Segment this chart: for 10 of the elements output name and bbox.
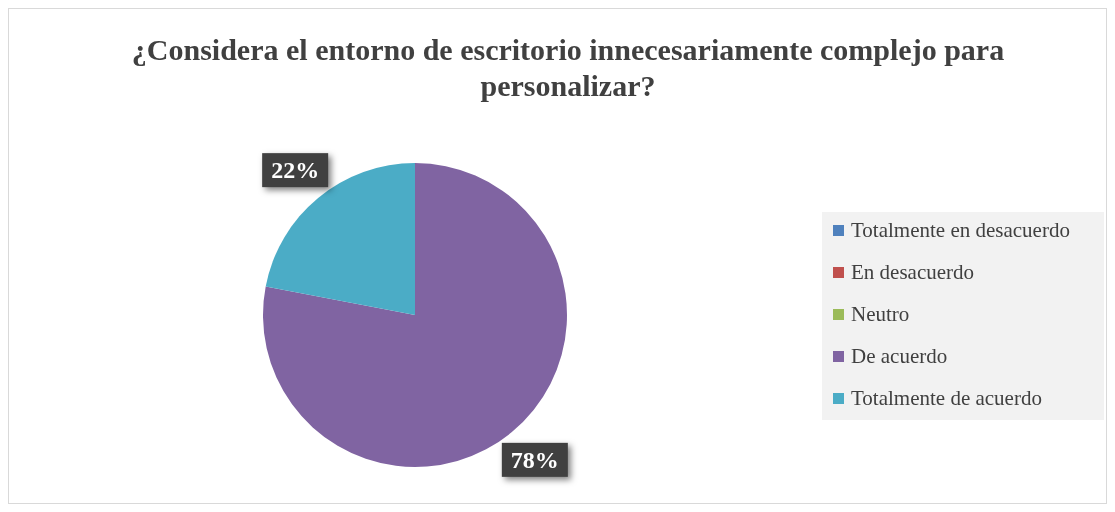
legend-label: Totalmente de acuerdo <box>851 386 1042 410</box>
legend-label: En desacuerdo <box>851 260 975 284</box>
chart-title: ¿Considera el entorno de escritorio innecesariamente complejo para personalizar? <box>131 33 1005 102</box>
pie-slice <box>263 163 567 467</box>
data-label: 78% <box>510 446 559 473</box>
legend-label: Neutro <box>851 302 910 326</box>
legend-label: Totalmente en desacuerdo <box>851 218 1070 242</box>
legend-label: De acuerdo <box>851 344 948 368</box>
data-label: 22% <box>271 157 320 184</box>
pie-slice <box>265 163 415 315</box>
